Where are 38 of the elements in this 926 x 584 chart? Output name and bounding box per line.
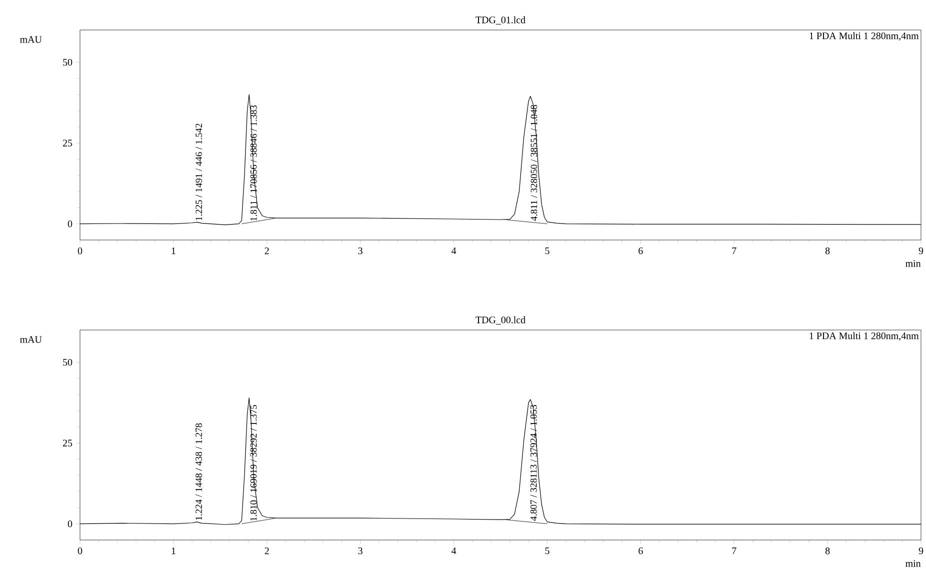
- annotation: 1 PDA Multi 1 280nm,4nm: [810, 332, 919, 341]
- annotation: 1.225 / 1491 / 446 / 1.542: [196, 124, 202, 220]
- chart-title: TDG_01.lcd: [476, 16, 526, 24]
- x-axis-title: min: [906, 260, 921, 267]
- x-tick-label: 1: [172, 247, 176, 254]
- x-tick-label: 8: [825, 247, 830, 254]
- y-tick-label: 0: [68, 220, 72, 228]
- annotation: 1.224 / 1448 / 438 / 1.278: [196, 423, 202, 520]
- x-tick-label: 5: [545, 247, 550, 254]
- x-tick-label: 2: [264, 247, 269, 254]
- annotation: 4.807 / 328113 / 37924 / 1.053: [530, 405, 537, 521]
- x-tick-label: 2: [264, 548, 269, 554]
- x-tick-label: 9: [918, 548, 924, 554]
- x-tick-label: 1: [172, 548, 176, 554]
- x-tick-label: 0: [78, 247, 82, 254]
- x-tick-label: 8: [825, 548, 830, 554]
- annotation: 1 PDA Multi 1 280nm,4nm: [810, 32, 919, 41]
- y-tick-label: 25: [62, 140, 72, 146]
- x-tick-label: 3: [358, 548, 362, 554]
- chart-title: TDG_00.lcd: [476, 316, 526, 324]
- x-tick-label: 5: [545, 547, 550, 554]
- y-tick-label: 50: [63, 58, 72, 66]
- y-tick-label: 25: [62, 440, 72, 446]
- y-axis-title: mAU: [20, 36, 42, 43]
- x-tick-label: 4: [451, 247, 456, 254]
- x-axis-title: min: [906, 560, 921, 567]
- y-axis-title: mAU: [20, 336, 42, 343]
- x-tick-label: 0: [78, 548, 82, 554]
- x-tick-label: 3: [358, 247, 362, 254]
- annotation: 1.811 / 170856 / 38846 / 1.383: [250, 105, 257, 221]
- y-tick-label: 50: [63, 358, 72, 366]
- y-tick-label: 0: [68, 520, 72, 528]
- x-tick-label: 7: [732, 547, 736, 554]
- x-tick-label: 9: [918, 247, 924, 254]
- x-tick-label: 7: [732, 247, 736, 254]
- x-tick-label: 4: [451, 547, 456, 554]
- x-tick-label: 6: [638, 548, 643, 554]
- x-tick-label: 6: [638, 247, 643, 254]
